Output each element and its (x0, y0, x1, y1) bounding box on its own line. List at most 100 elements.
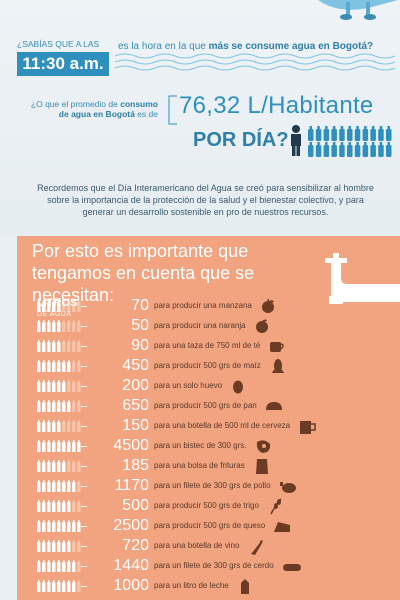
intro-paragraph: Recordemos que el Día Interamericano del… (37, 183, 374, 217)
leader-line (81, 566, 87, 567)
liters-value: 50 (131, 317, 149, 334)
requirement-row: 150 para una botella de 500 ml de cerveza (17, 416, 400, 436)
liters-value: 4500 (113, 437, 149, 454)
bottle-scale-icon (37, 360, 81, 372)
corn-icon (271, 359, 284, 373)
water-requirements-panel: Por esto es importante que tengamos en c… (17, 236, 400, 600)
requirement-row: 2500 para producir 500 grs de queso (17, 516, 400, 536)
section-headline: Por esto es importante que tengamos en c… (32, 241, 255, 305)
requirement-description: para un litro de leche (154, 581, 229, 590)
bottle-scale-icon (37, 340, 81, 352)
liters-value: 450 (122, 357, 149, 374)
requirement-row: 1440 para un filete de 300 grs de cerdo (17, 556, 400, 576)
faucet-icon (325, 253, 400, 304)
requirement-row: 450 para producir 500 grs de maíz (17, 356, 400, 376)
bottle-scale-icon (37, 440, 81, 452)
leader-line (81, 506, 87, 507)
orange-fruit-icon (255, 319, 268, 333)
beer-mug-icon (300, 421, 316, 434)
liters-value: 185 (122, 457, 149, 474)
per-day-label: POR DÍA? (193, 129, 289, 151)
requirement-description: para un solo huevo (154, 381, 223, 390)
requirement-description: para un filete de 300 grs de pollo (154, 481, 271, 490)
liters-value: 2500 (113, 517, 149, 534)
liters-value: 500 (122, 497, 149, 514)
apple-icon (261, 299, 274, 313)
leader-line (81, 426, 87, 427)
bottle-scale-icon (37, 380, 81, 392)
requirement-row: 90 para una taza de 750 ml de té (17, 336, 400, 356)
liters-value: 720 (122, 537, 149, 554)
requirement-row: 1170 para un filete de 300 grs de pollo (17, 476, 400, 496)
requirement-description: para producir 500 grs de pan (154, 401, 257, 410)
liters-value: 150 (122, 417, 149, 434)
leader-line (81, 466, 87, 467)
bottle-scale-icon (37, 300, 81, 312)
liters-value: 70 (131, 297, 149, 314)
bottle-scale-icon (37, 560, 81, 572)
requirement-description: para producir 500 grs de trigo (154, 501, 259, 510)
requirement-description: para producir 500 grs de queso (154, 521, 266, 530)
leader-line (81, 386, 87, 387)
requirement-row: 650 para producir 500 grs de pan (17, 396, 400, 416)
liters-value: 200 (122, 377, 149, 394)
average-consumption-value: 76,32 L/Habitante (179, 92, 374, 119)
sausage-icon (282, 564, 301, 571)
requirement-row: 1000 para un litro de leche (17, 576, 400, 596)
water-drop-character-icon (318, 0, 398, 20)
leader-line (81, 486, 87, 487)
bottle-scale-icon (37, 500, 81, 512)
highlight-time: 11:30 a.m. (17, 52, 109, 76)
leader-line (81, 326, 87, 327)
requirement-row: 185 para una bolsa de frituras (17, 456, 400, 476)
requirement-row: 70 para producir una manzana (17, 296, 400, 316)
requirement-description: para un bistec de 300 grs. (154, 441, 247, 450)
liters-value: 1170 (114, 477, 149, 494)
requirement-description: para una botella de 500 ml de cerveza (154, 421, 291, 430)
liters-value: 1440 (113, 557, 149, 574)
leader-line (81, 546, 87, 547)
bottle-scale-icon (37, 520, 81, 532)
intro-section: ¿SABÍAS QUE A LAS 11:30 a.m. es la hora … (0, 0, 400, 236)
bottle-scale-icon (37, 480, 81, 492)
bottle-scale-icon (37, 320, 81, 332)
requirement-description: para producir una manzana (154, 301, 252, 310)
question-answer: es la hora en la que más se consume agua… (118, 41, 374, 52)
requirement-row: 200 para un solo huevo (17, 376, 400, 396)
leader-line (81, 366, 87, 367)
bread-icon (265, 402, 282, 410)
wine-bottle-icon (251, 540, 264, 555)
requirement-row: 720 para una botella de vino (17, 536, 400, 556)
requirement-description: para un filete de 300 grs de cerdo (154, 561, 274, 570)
requirement-description: para una botella de vino (154, 541, 240, 550)
wave-decoration (115, 53, 396, 71)
leader-line (81, 346, 87, 347)
requirement-description: para producir una naranja (154, 321, 246, 330)
liters-value: 650 (122, 397, 149, 414)
leader-line (81, 306, 87, 307)
liters-value: 1000 (113, 577, 149, 594)
leader-line (81, 586, 87, 587)
person-icon (291, 125, 301, 156)
consumption-question: ¿O que el promedio de consumo de agua en… (30, 99, 158, 120)
leader-line (81, 446, 87, 447)
chips-bag-icon (255, 459, 268, 474)
leader-line (81, 406, 87, 407)
requirement-row: 500 para producir 500 grs de trigo (17, 496, 400, 516)
bottle-scale-icon (37, 460, 81, 472)
cheese-icon (274, 522, 291, 532)
leader-line (81, 526, 87, 527)
requirement-row: 50 para producir una naranja (17, 316, 400, 336)
water-bottles-icon (308, 126, 392, 157)
liters-value: 90 (131, 337, 149, 354)
bottle-scale-icon (37, 540, 81, 552)
requirement-description: para producir 500 grs de maíz (154, 361, 261, 370)
wheat-icon (270, 498, 282, 515)
question-prefix: ¿SABÍAS QUE A LAS (17, 39, 100, 49)
bottle-scale-icon (37, 400, 81, 412)
requirement-description: para una bolsa de frituras (154, 461, 245, 470)
bracket-left (168, 95, 177, 125)
bottle-scale-icon (37, 580, 81, 592)
steak-icon (256, 440, 270, 453)
egg-icon (233, 380, 244, 394)
